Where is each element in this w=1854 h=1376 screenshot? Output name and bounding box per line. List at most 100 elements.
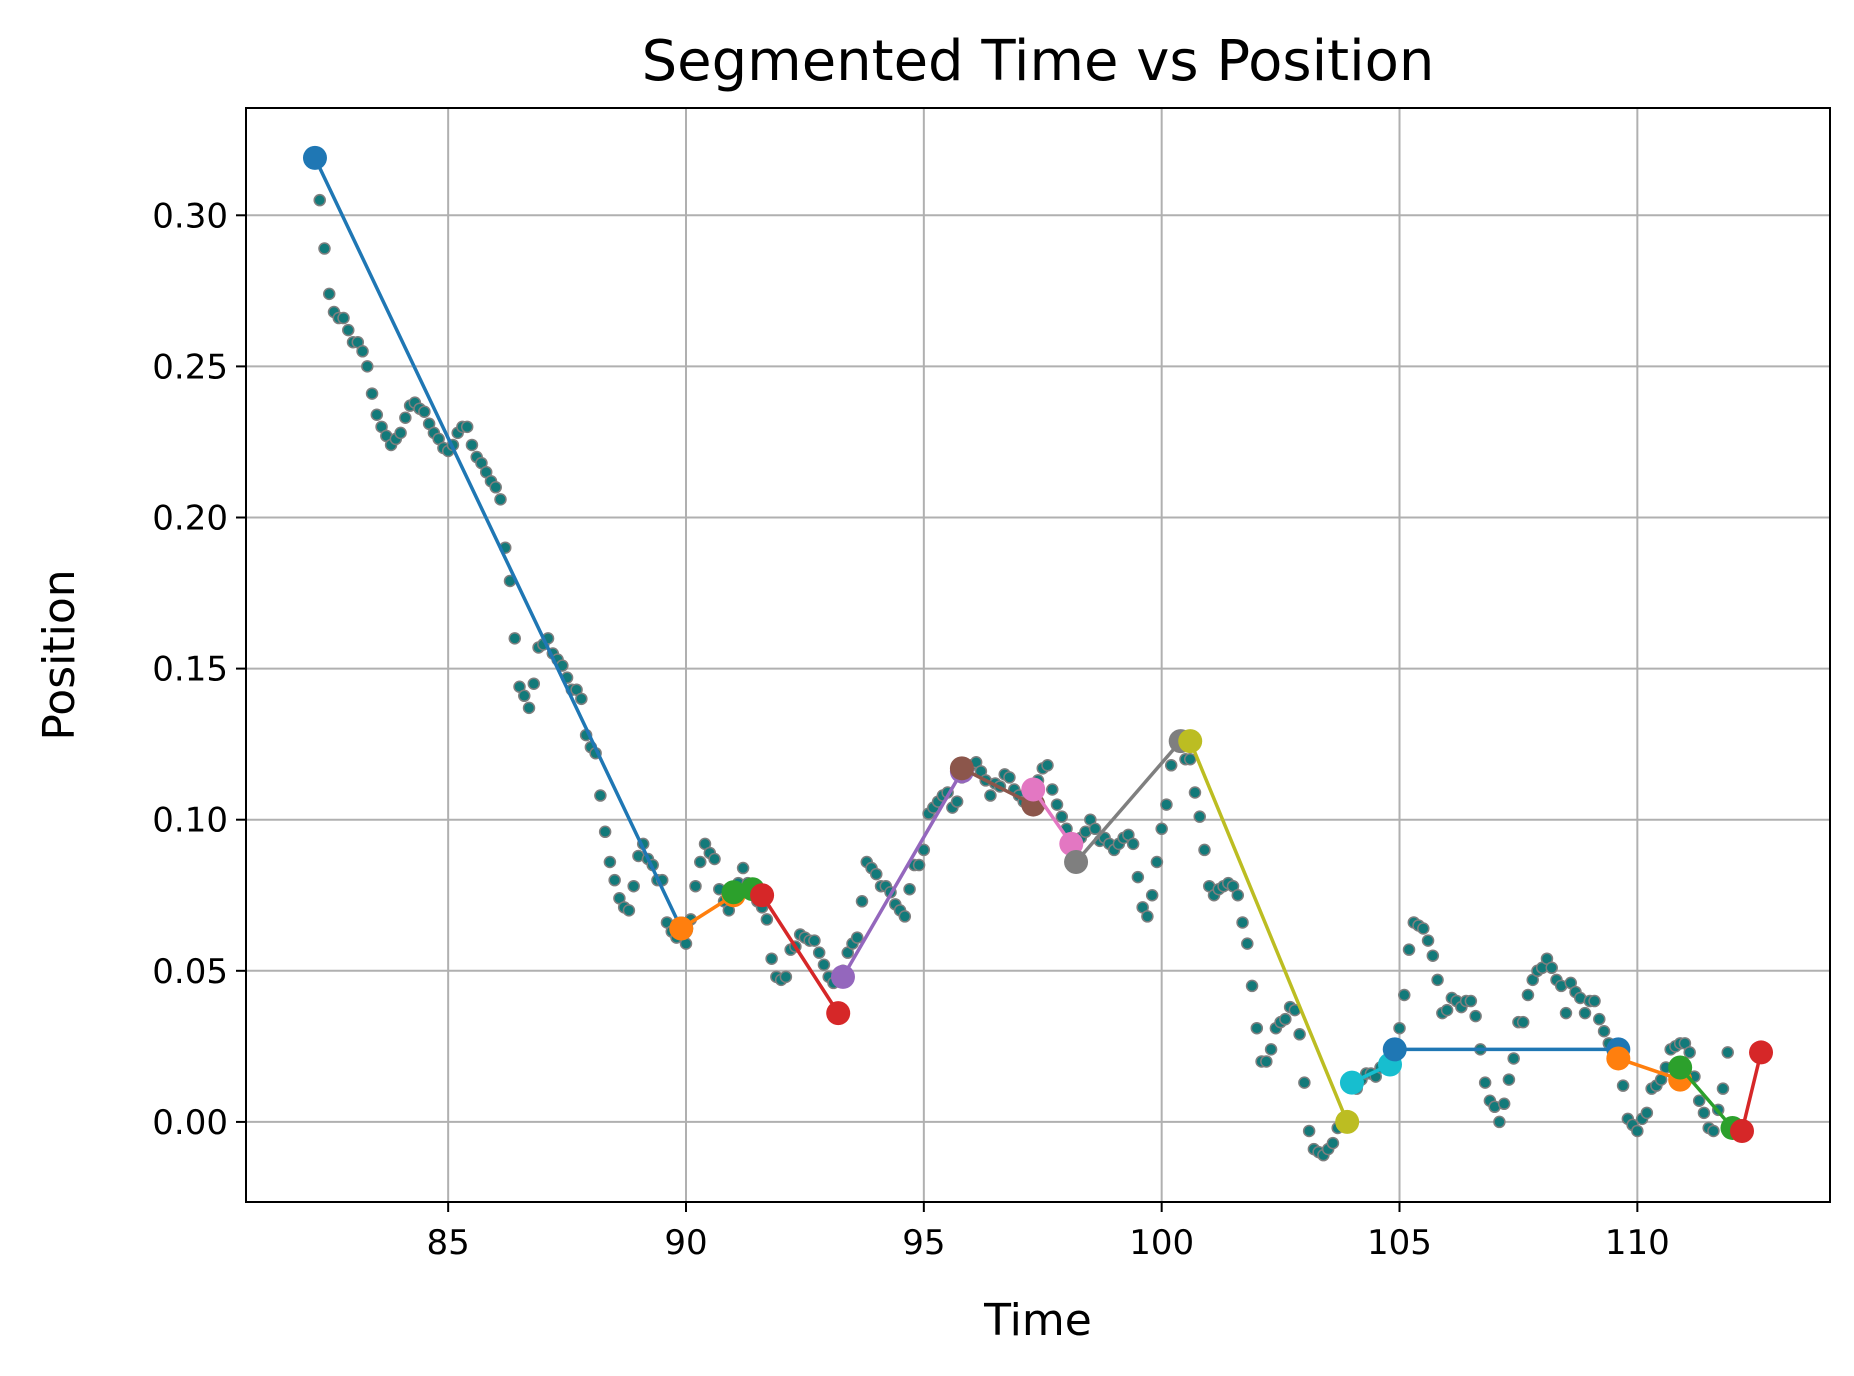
data-point: [418, 405, 431, 418]
grid: [246, 108, 1830, 1202]
data-point: [1164, 759, 1178, 772]
data-point: [1198, 843, 1211, 857]
segment-start-marker: [750, 883, 775, 908]
y-tick-label: 0.30: [152, 196, 228, 236]
data-point: [1188, 786, 1202, 799]
data-point: [1516, 1015, 1530, 1029]
segment-line: [313, 157, 683, 930]
data-point: [622, 904, 636, 917]
segment-start-marker: [1339, 1070, 1364, 1095]
y-tick-label: 0.20: [152, 498, 228, 538]
data-point: [1326, 1136, 1340, 1150]
data-point: [1716, 1082, 1730, 1095]
data-point: [1050, 798, 1064, 811]
segment-start-marker: [721, 880, 746, 905]
plot-frame: [245, 107, 1831, 1203]
segment-line: [1074, 739, 1183, 864]
data-point: [779, 970, 793, 984]
x-axis-ticks: 85 90 95 100 105 110: [427, 1202, 1670, 1263]
x-tick-label: 105: [1367, 1223, 1432, 1263]
data-point: [870, 867, 883, 881]
data-point: [361, 360, 374, 373]
data-point: [1588, 994, 1601, 1008]
data-point: [1421, 934, 1435, 947]
data-point: [508, 632, 522, 645]
data-point: [850, 931, 864, 944]
data-point: [1493, 1115, 1506, 1129]
data-point: [399, 411, 412, 425]
segment-lines: [302, 145, 1774, 1143]
segment-start-marker: [1021, 777, 1046, 802]
data-point: [1041, 759, 1054, 772]
segment: [1021, 777, 1084, 856]
data-point: [1131, 870, 1145, 884]
data-point: [1393, 1021, 1406, 1035]
data-point: [1431, 973, 1444, 987]
data-point: [313, 193, 326, 207]
data-point: [1398, 988, 1411, 1002]
data-point: [575, 692, 588, 706]
segment-start-marker: [830, 964, 855, 989]
data-point: [1697, 1106, 1711, 1120]
data-point: [1298, 1076, 1311, 1089]
data-point: [1683, 1046, 1696, 1059]
x-tick-label: 90: [664, 1223, 707, 1263]
segment-line: [961, 766, 1035, 807]
segment-start-marker: [1382, 1037, 1407, 1062]
data-point: [1464, 994, 1478, 1008]
data-point: [950, 795, 964, 808]
x-tick-label: 110: [1605, 1223, 1670, 1263]
data-point: [494, 493, 507, 506]
y-tick-label: 0.00: [152, 1103, 228, 1143]
x-tick-label: 100: [1129, 1223, 1194, 1263]
data-point: [689, 879, 702, 893]
data-point: [1521, 988, 1535, 1002]
x-tick-label: 95: [902, 1223, 945, 1263]
y-tick-label: 0.10: [152, 801, 228, 841]
data-point: [608, 873, 621, 887]
data-point: [855, 895, 869, 908]
data-point: [627, 879, 640, 893]
data-point: [1088, 822, 1102, 836]
segment: [1668, 1055, 1745, 1140]
segment-start-marker: [302, 145, 327, 170]
data-point: [1631, 1124, 1644, 1138]
segment: [1730, 1040, 1774, 1143]
data-point: [1545, 961, 1558, 975]
segment-line: [1188, 740, 1349, 1123]
data-point: [1141, 910, 1154, 923]
segment-start-marker: [1668, 1055, 1693, 1080]
data-point: [1055, 810, 1069, 823]
y-axis-label: Position: [34, 569, 85, 740]
data-point: [984, 789, 997, 802]
data-point: [1003, 771, 1016, 784]
data-point: [598, 825, 612, 839]
data-point: [694, 855, 707, 869]
segment-start-marker: [1178, 729, 1203, 754]
data-point: [394, 426, 407, 440]
segment-start-marker: [1606, 1046, 1631, 1071]
y-tick-label: 0.05: [152, 952, 228, 992]
data-point: [760, 913, 774, 926]
data-point: [1478, 1076, 1492, 1089]
data-point: [522, 701, 536, 715]
y-tick-label: 0.25: [152, 347, 228, 387]
data-point: [765, 952, 778, 965]
segment: [1178, 729, 1360, 1134]
segment-start-marker: [949, 756, 974, 781]
data-point: [1264, 1043, 1278, 1056]
data-point: [903, 882, 916, 896]
data-point: [817, 958, 831, 972]
data-point: [898, 910, 912, 923]
data-point: [1241, 937, 1254, 950]
data-point: [1145, 889, 1159, 902]
data-point: [1616, 1079, 1630, 1092]
data-point: [365, 387, 379, 400]
data-point: [1236, 916, 1249, 929]
data-point: [1250, 1021, 1264, 1035]
segment-start-marker: [1730, 1118, 1754, 1143]
data-point: [812, 946, 826, 959]
data-point: [1497, 1097, 1511, 1111]
data-point: [1426, 949, 1440, 962]
data-point: [1193, 810, 1206, 823]
